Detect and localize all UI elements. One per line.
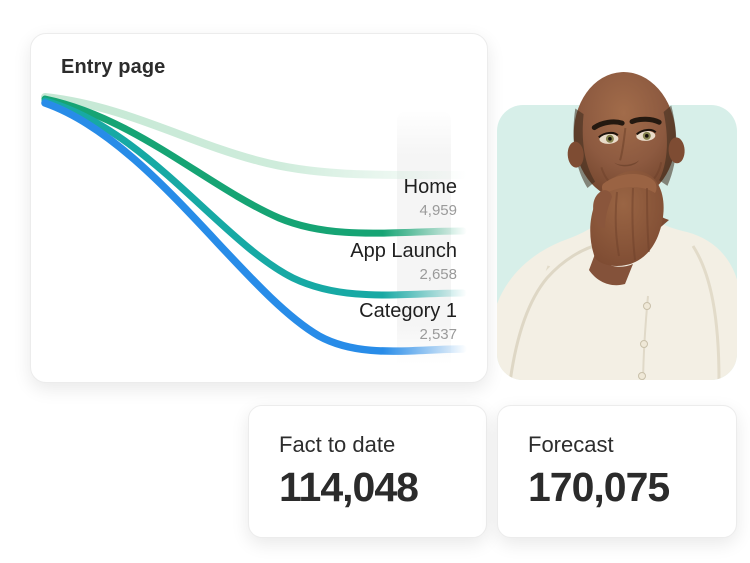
sleeve: [499, 242, 626, 380]
flow-value: 2,658: [419, 266, 457, 283]
shirt-button: [643, 302, 651, 310]
eye-right-pupil: [645, 134, 649, 138]
sleeve-edge: [507, 242, 602, 380]
flow-name: Category 1: [359, 300, 457, 322]
entry-flow-chart: [41, 93, 467, 374]
person-photo: [497, 60, 737, 380]
shirt-button: [638, 372, 646, 380]
finger-line: [646, 187, 650, 253]
ear-right: [668, 137, 685, 164]
nose-shadow: [614, 160, 640, 167]
eyelid-left: [598, 131, 619, 139]
index-finger: [601, 173, 657, 194]
kpi-label: Forecast: [528, 432, 614, 457]
flow-value: 2,537: [419, 326, 457, 343]
entry-page-title: Entry page: [61, 56, 166, 78]
eye-left-pupil: [608, 136, 612, 141]
shirt-button: [640, 340, 648, 348]
entry-page-card: Entry page Home 4,959 App Launch 2,658 C…: [30, 33, 488, 383]
kpi-value: 170,075: [528, 464, 670, 510]
eyebrow-left: [591, 119, 625, 131]
flow-line-category-1: [41, 97, 467, 299]
flow-name: Home: [403, 176, 457, 198]
nose-bridge: [619, 127, 627, 161]
kpi-card-fact-to-date: Fact to date 114,048: [248, 405, 487, 538]
flow-line-app-launch: [41, 95, 467, 237]
finger-line: [614, 191, 620, 257]
flow-label-app-launch: App Launch 2,658: [350, 240, 457, 283]
hair-left: [573, 108, 596, 189]
eyelid-right: [636, 128, 657, 136]
flow-label-category-1: Category 1 2,537: [359, 300, 457, 343]
eyebrow-right: [629, 116, 662, 125]
thumb: [593, 190, 612, 228]
man-thinking-illustration: [497, 72, 737, 380]
hair-right: [659, 105, 677, 186]
ear-left: [567, 141, 584, 168]
kpi-card-forecast: Forecast 170,075: [497, 405, 737, 538]
flow-value: 4,959: [419, 202, 457, 219]
kpi-label: Fact to date: [279, 432, 396, 457]
shirt-fold: [691, 245, 721, 380]
flow-line-home: [41, 93, 467, 180]
flow-line-lowest: [41, 99, 467, 355]
flow-label-home: Home 4,959: [404, 176, 457, 219]
flow-name: App Launch: [350, 240, 457, 262]
finger-line: [631, 187, 636, 261]
kpi-value: 114,048: [279, 464, 419, 510]
